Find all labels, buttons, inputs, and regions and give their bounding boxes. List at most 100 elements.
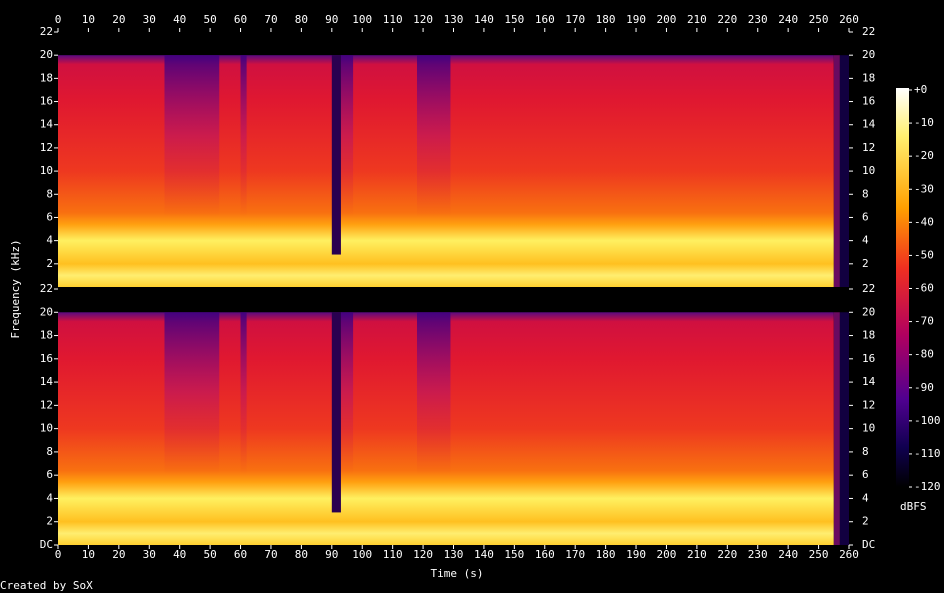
x-tick-label: 120 [413,13,433,26]
spectrogram-region [340,55,354,218]
y-tick-label: 10 [862,164,875,177]
y-tick-label: 10 [862,422,875,435]
y-tick-label: 20 [40,305,53,318]
y-tick-label: 22 [40,282,53,295]
colorbar-tick-label: -20 [914,149,934,162]
spectrogram-region [833,312,840,545]
y-tick-label: 4 [862,491,869,504]
x-tick-label: 30 [143,548,156,561]
x-tick-label: 150 [504,548,524,561]
x-tick-label: 140 [474,13,494,26]
x-tick-label: 160 [535,548,555,561]
colorbar-tick-label: -30 [914,182,934,195]
x-tick-label: 30 [143,13,156,26]
spectrogram-region [331,55,341,255]
x-tick-label: 0 [55,548,62,561]
y-tick-label: 4 [46,234,53,247]
y-tick-label: 14 [40,375,54,388]
x-tick-label: 40 [173,13,186,26]
x-tick-label: 230 [748,13,768,26]
colorbar-tick-label: -80 [914,348,934,361]
y-tick-label: 8 [46,187,53,200]
colorbar-tick-label: -100 [914,414,941,427]
x-tick-label: 110 [383,548,403,561]
y-tick-label: 6 [862,210,869,223]
x-tick-label: 70 [264,548,277,561]
y-tick-label: 6 [46,468,53,481]
spectrogram-region [164,312,220,476]
y-axis-label: Frequency (kHz) [9,239,22,338]
x-tick-label: 60 [234,13,247,26]
y-tick-label: 22 [862,282,875,295]
y-tick-label: 10 [40,164,53,177]
y-tick-label: 4 [46,491,53,504]
y-tick-label: 22 [40,25,53,38]
x-tick-label: 180 [596,548,616,561]
x-tick-label: 180 [596,13,616,26]
y-tick-label: 18 [862,329,875,342]
y-tick-label: 2 [862,257,869,270]
x-tick-label: 170 [565,548,585,561]
x-tick-label: 120 [413,548,433,561]
x-tick-label: 240 [778,13,798,26]
x-tick-label: 160 [535,13,555,26]
y-tick-label: 18 [862,71,875,84]
colorbar [896,88,909,487]
x-tick-label: 250 [809,13,829,26]
x-tick-label: 0 [55,13,62,26]
x-tick-label: 90 [325,13,338,26]
y-tick-label: 12 [862,141,875,154]
y-tick-label: 8 [46,445,53,458]
y-tick-label: 16 [862,95,875,108]
x-tick-label: 40 [173,548,186,561]
y-tick-label: 2 [862,515,869,528]
spectrogram-region [833,55,840,287]
spectrogram-region [839,312,849,545]
y-tick-label: 6 [46,210,53,223]
spectrogram-region [240,55,247,218]
colorbar-tick-label: -70 [914,315,934,328]
colorbar-tick-label: -50 [914,248,934,261]
x-tick-label: 20 [112,548,125,561]
x-tick-label: 80 [295,548,308,561]
x-tick-label: 70 [264,13,277,26]
x-tick-label: 190 [626,13,646,26]
y-tick-label: 14 [862,375,876,388]
x-tick-label: 100 [352,13,372,26]
y-tick-label: 12 [40,398,53,411]
y-tick-label: 16 [40,352,53,365]
spectrogram-region [164,55,220,218]
x-tick-label: 100 [352,548,372,561]
x-tick-label: 240 [778,548,798,561]
x-tick-label: 110 [383,13,403,26]
y-tick-label: 20 [40,48,53,61]
x-tick-label: 150 [504,13,524,26]
x-tick-label: 10 [82,13,95,26]
x-tick-label: 250 [809,548,829,561]
y-tick-label: 18 [40,329,53,342]
x-tick-label: 50 [203,13,216,26]
x-tick-label: 260 [839,13,859,26]
colorbar-label: dBFS [900,500,927,513]
x-tick-label: 210 [687,13,707,26]
y-tick-label: 4 [862,234,869,247]
x-axis-label: Time (s) [431,567,484,580]
x-tick-label: 200 [657,13,677,26]
colorbar-tick-label: -110 [914,447,941,460]
x-tick-label: 60 [234,548,247,561]
colorbar-tick-label: -120 [914,480,941,493]
x-tick-label: 50 [203,548,216,561]
colorbar-tick-label: +0 [914,83,927,96]
x-tick-label: 10 [82,548,95,561]
y-tick-label: 8 [862,445,869,458]
x-tick-label: 170 [565,13,585,26]
colorbar-tick-label: -40 [914,215,934,228]
colorbar-tick-label: -90 [914,381,934,394]
x-tick-label: 140 [474,548,494,561]
y-tick-label: 20 [862,305,875,318]
y-tick-label: DC [40,538,53,551]
spectrogram-region [839,55,849,287]
colorbar-tick-label: -60 [914,282,934,295]
